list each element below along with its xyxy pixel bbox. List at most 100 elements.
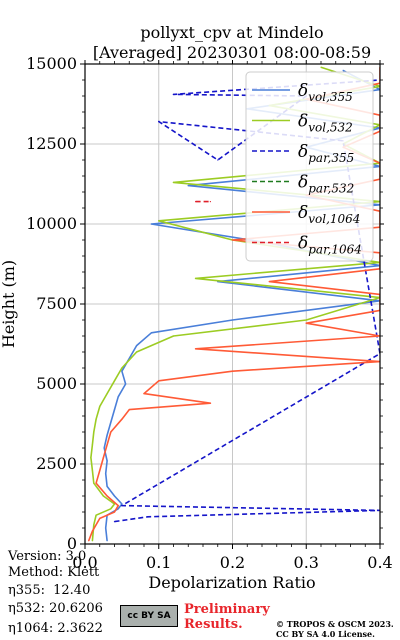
data-point-vol355 <box>103 447 105 449</box>
data-point-vol532 <box>95 418 97 420</box>
version-text: Version: 3.0 <box>8 549 87 564</box>
y-tick-label: 5000 <box>36 374 77 393</box>
data-point-vol532 <box>99 405 101 407</box>
data-point-vol532 <box>91 444 93 446</box>
series-line-vol1064 <box>87 67 380 542</box>
data-point-vol532 <box>93 482 95 484</box>
y-tick-label: 0 <box>67 534 77 553</box>
data-point-vol532 <box>91 469 93 471</box>
cc-badge-text: cc BY SA <box>127 611 171 621</box>
data-point-vol532 <box>158 220 160 222</box>
data-point-vol355 <box>113 495 116 497</box>
data-point-vol1064 <box>209 402 211 404</box>
x-tick-label: 0.4 <box>367 553 392 572</box>
eta532-value: 20.6206 <box>49 601 103 616</box>
data-point-vol355 <box>105 527 107 529</box>
data-point-vol532 <box>121 367 123 369</box>
data-point-vol1064 <box>121 418 123 420</box>
data-point-vol532 <box>110 508 112 510</box>
chart-title-line2: [Averaged] 20230301 08:00-08:59 <box>93 43 371 62</box>
legend-label-vol1064: δvol,1064 <box>298 203 360 226</box>
legend-label-vol532: δvol,532 <box>298 112 353 135</box>
data-point-par355 <box>147 516 149 518</box>
data-point-vol1064 <box>195 348 197 350</box>
y-tick-label: 15000 <box>26 54 77 73</box>
data-point-vol355 <box>117 396 119 398</box>
data-point-vol355 <box>106 540 108 542</box>
eta355-row: η355: 12.40 <box>8 583 90 599</box>
data-point-vol532 <box>172 335 175 337</box>
data-point-vol1064 <box>91 530 93 532</box>
preliminary-line2: Results. <box>184 617 243 632</box>
data-point-vol355 <box>136 345 138 347</box>
data-point-par1064 <box>209 201 211 203</box>
data-point-vol355 <box>106 485 108 487</box>
data-point-vol532 <box>136 351 138 353</box>
data-point-par1064 <box>195 201 197 203</box>
data-point-vol1064 <box>99 517 101 520</box>
data-point-vol355 <box>106 460 108 462</box>
y-tick-label: 7500 <box>36 294 77 313</box>
eta1064-value: 2.3622 <box>57 621 103 636</box>
y-tick-label: 2500 <box>36 454 77 473</box>
data-point-vol1064 <box>231 239 234 241</box>
legend-box <box>245 71 374 262</box>
data-point-vol532 <box>93 524 95 526</box>
data-point-vol1064 <box>128 409 130 411</box>
copyright-line1: © TROPOS & OSCM 2023. <box>276 619 394 629</box>
data-point-vol355 <box>117 508 119 510</box>
data-point-vol1064 <box>268 281 270 283</box>
preliminary-line1: Preliminary <box>184 602 270 617</box>
data-point-vol355 <box>106 434 108 436</box>
data-point-vol1064 <box>95 482 97 484</box>
axis-ticks: 0.0 0.1 0.2 0.3 0.4 0 2500 5000 7500 10000 12500 15… <box>26 54 393 572</box>
chart-title-line1: pollyxt_cpv at Mindelo <box>140 23 323 42</box>
data-point-vol1064 <box>99 469 101 471</box>
data-point-vol1064 <box>231 370 234 372</box>
data-point-vol532 <box>320 66 322 68</box>
data-point-vol532 <box>305 319 307 321</box>
data-point-vol1064 <box>88 540 90 542</box>
legend: δvol,355 δvol,532 δpar,355 δpar,532 δvol,106… <box>245 71 374 262</box>
data-point-vol355 <box>113 409 116 411</box>
data-point-vol355 <box>342 69 344 71</box>
eta532-row: η532: 20.6206 <box>8 601 103 617</box>
eta1064-row: η1064: 2.3622 <box>8 621 103 637</box>
y-tick-label: 10000 <box>26 214 77 233</box>
x-tick-label: 0.2 <box>220 553 245 572</box>
data-point-vol355 <box>105 473 107 475</box>
eta355-label: η355: <box>8 583 45 598</box>
data-point-vol355 <box>150 332 152 334</box>
x-tick-label: 0.0 <box>72 553 97 572</box>
data-point-par355 <box>158 121 160 123</box>
eta1064-label: η1064: <box>8 621 54 636</box>
y-tick-label: 12500 <box>26 134 77 153</box>
method-text: Method: Klett <box>8 565 100 580</box>
data-point-vol355 <box>150 223 152 225</box>
data-point-vol532 <box>172 181 175 183</box>
x-tick-label: 0.3 <box>294 553 319 572</box>
data-point-vol355 <box>125 383 127 385</box>
data-point-vol1064 <box>113 511 116 513</box>
data-point-vol532 <box>102 495 104 497</box>
data-point-vol355 <box>121 370 123 372</box>
data-point-vol1064 <box>102 457 104 459</box>
data-point-vol355 <box>110 421 112 423</box>
data-point-vol532 <box>113 380 116 382</box>
data-point-vol1064 <box>117 505 119 507</box>
data-point-par355 <box>121 505 123 507</box>
data-point-vol1064 <box>158 380 160 382</box>
legend-label-par355: δpar,355 <box>298 142 354 165</box>
data-point-vol355 <box>121 503 123 505</box>
x-tick-label: 0.1 <box>146 553 171 572</box>
data-point-vol1064 <box>106 495 108 497</box>
data-point-vol355 <box>231 319 234 321</box>
legend-label-par532: δpar,532 <box>298 173 354 196</box>
eta532-label: η532: <box>8 601 45 616</box>
data-point-vol532 <box>90 457 92 459</box>
y-axis-label: Height (m) <box>0 260 18 348</box>
data-point-vol1064 <box>143 393 145 395</box>
legend-label-par1064: δpar,1064 <box>298 234 362 257</box>
data-point-par355 <box>217 159 219 161</box>
legend-label-vol355: δvol,355 <box>298 81 353 104</box>
